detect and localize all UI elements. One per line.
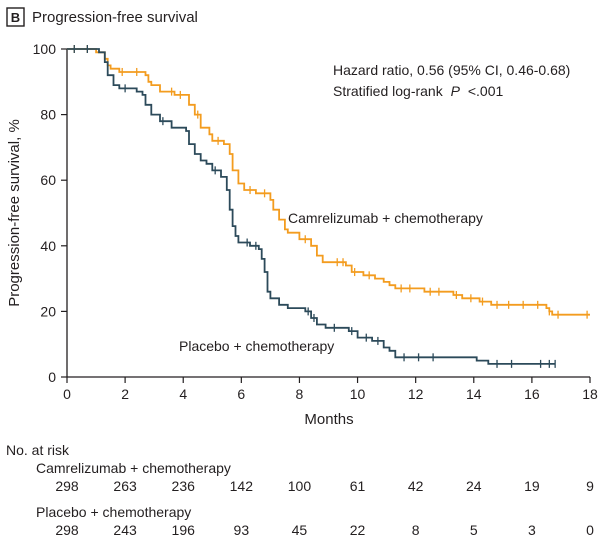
risk-value: 24 (466, 478, 482, 494)
risk-row-label-camrelizumab: Camrelizumab + chemotherapy (36, 460, 231, 476)
x-tick-label-16: 16 (524, 386, 540, 402)
risk-value: 298 (55, 522, 79, 538)
x-tick-label-0: 0 (63, 386, 71, 402)
y-tick-label-40: 40 (40, 238, 56, 254)
y-tick-label-20: 20 (40, 303, 56, 319)
x-tick-label-14: 14 (466, 386, 482, 402)
logrank-annotation: Stratified log-rank P <.001 (333, 83, 503, 99)
x-tick-label-8: 8 (296, 386, 304, 402)
risk-value: 93 (234, 522, 250, 538)
risk-value: 298 (55, 478, 79, 494)
risk-value: 0 (586, 522, 594, 538)
risk-value: 236 (172, 478, 196, 494)
x-tick-label-18: 18 (582, 386, 598, 402)
risk-value: 9 (586, 478, 594, 494)
risk-value: 42 (408, 478, 424, 494)
series-label-camrelizumab: Camrelizumab + chemotherapy (288, 210, 483, 226)
logrank-p-value: <.001 (468, 83, 504, 99)
risk-table-header: No. at risk (6, 442, 70, 458)
risk-value: 61 (350, 478, 366, 494)
risk-value: 196 (172, 522, 196, 538)
x-ticks: 0 2 4 6 8 10 12 14 16 18 (63, 377, 598, 402)
x-tick-label-4: 4 (179, 386, 187, 402)
risk-value: 22 (350, 522, 366, 538)
risk-value: 8 (412, 522, 420, 538)
y-ticks: 0 20 40 60 80 100 (33, 41, 67, 385)
chart-title: Progression-free survival (32, 9, 198, 26)
x-tick-label-2: 2 (121, 386, 129, 402)
hazard-ratio-annotation: Hazard ratio, 0.56 (95% CI, 0.46-0.68) (333, 62, 570, 78)
x-tick-label-10: 10 (350, 386, 366, 402)
x-tick-label-6: 6 (237, 386, 245, 402)
y-tick-label-60: 60 (40, 172, 56, 188)
survival-curve-camrelizumab (67, 48, 590, 316)
risk-row-camrelizumab: 298 263 236 142 100 61 42 24 19 9 (55, 478, 594, 494)
logrank-p-symbol: P (451, 83, 461, 99)
risk-value: 3 (528, 522, 536, 538)
x-tick-label-12: 12 (408, 386, 424, 402)
series-label-placebo: Placebo + chemotherapy (179, 338, 334, 354)
y-tick-label-100: 100 (33, 41, 57, 57)
risk-value: 142 (230, 478, 254, 494)
risk-value: 19 (524, 478, 540, 494)
risk-row-label-placebo: Placebo + chemotherapy (36, 504, 191, 520)
risk-value: 243 (113, 522, 137, 538)
y-axis-label: Progression-free survival, % (6, 119, 23, 307)
risk-row-placebo: 298 243 196 93 45 22 8 5 3 0 (55, 522, 594, 538)
y-tick-label-0: 0 (48, 369, 56, 385)
risk-value: 263 (113, 478, 137, 494)
panel-label-box (6, 7, 25, 27)
risk-value: 100 (288, 478, 312, 494)
logrank-label: Stratified log-rank (333, 83, 444, 99)
survival-curve-placebo (67, 48, 556, 365)
y-tick-label-80: 80 (40, 107, 56, 123)
risk-value: 5 (470, 522, 478, 538)
risk-value: 45 (292, 522, 308, 538)
x-axis-label: Months (304, 411, 353, 428)
panel-label: B (11, 10, 20, 25)
survival-curves (67, 45, 590, 368)
